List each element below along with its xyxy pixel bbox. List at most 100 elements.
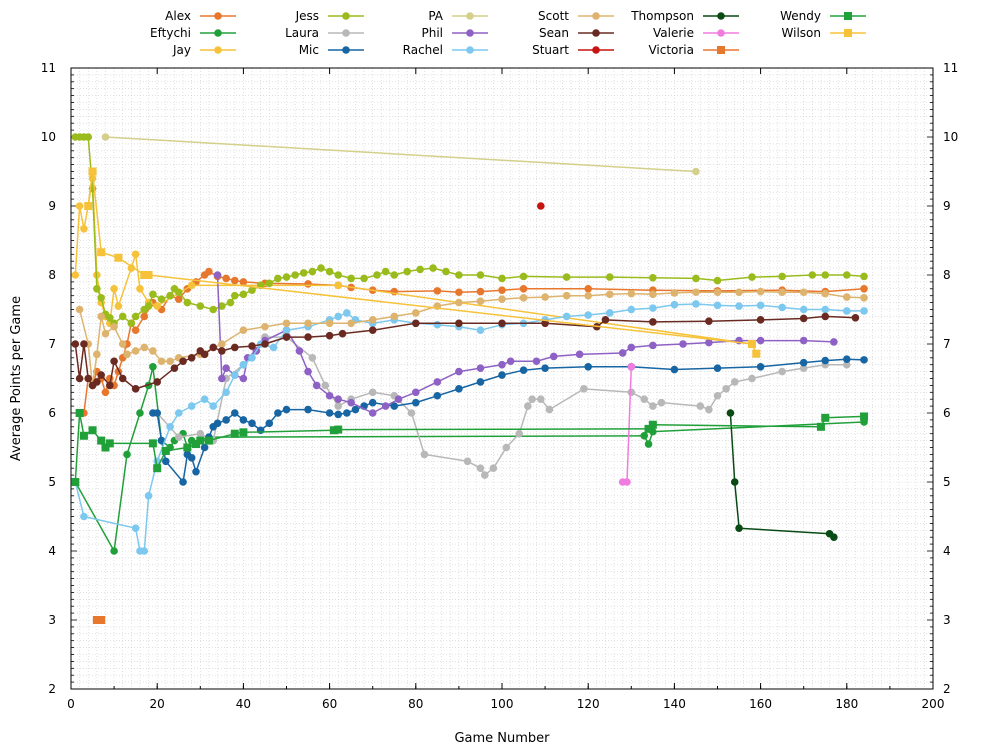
data-point-mic (390, 402, 399, 410)
legend: Alex Eftychi Jay Jess Laura Mic PA Phil Rachel Sc… (150, 9, 866, 57)
data-point-wendy (88, 426, 97, 435)
legend-swatch-marker (592, 46, 600, 54)
data-point-sean (105, 381, 114, 390)
series-line-valerie (622, 366, 633, 483)
data-point-mic (213, 419, 222, 428)
data-point-mic (200, 443, 209, 452)
data-point-laura (722, 385, 730, 393)
data-point-jay (153, 302, 161, 310)
data-point-sean (261, 340, 269, 348)
legend-item-wendy: Wendy (780, 9, 866, 23)
legend-label: PA (428, 9, 443, 23)
data-point-eftychi (640, 431, 649, 440)
data-point-laura (640, 395, 649, 404)
data-point-scott (799, 288, 808, 297)
data-point-phil (433, 378, 442, 386)
data-point-jess (239, 290, 248, 299)
data-point-wendy (105, 439, 114, 448)
data-point-phil (213, 271, 222, 279)
data-point-scott (131, 347, 140, 355)
data-point-jess (860, 272, 868, 281)
data-point-scott (627, 289, 636, 298)
data-point-mic (248, 419, 256, 428)
legend-label: Victoria (648, 43, 694, 57)
data-point-laura (174, 433, 183, 441)
data-point-laura (748, 374, 756, 383)
legend-swatch-marker (466, 12, 474, 20)
data-point-jess (498, 274, 506, 283)
series-layer (71, 133, 869, 624)
legend-label: Laura (285, 26, 319, 40)
y-tick-label: 11 (41, 61, 56, 75)
data-point-sean (110, 357, 118, 366)
data-point-laura (627, 388, 636, 397)
data-point-scott (123, 350, 131, 359)
legend-label: Sean (539, 26, 569, 40)
data-point-alex (498, 286, 506, 294)
legend-swatch-marker (342, 46, 350, 54)
legend-item-rachel: Rachel (403, 43, 488, 57)
data-point-scott (93, 350, 101, 359)
legend-swatch-marker (342, 12, 350, 20)
data-point-laura (536, 395, 545, 404)
data-point-victoria (97, 616, 106, 624)
data-point-sean (412, 319, 420, 328)
data-point-rachel (209, 402, 218, 410)
data-point-rachel (80, 512, 88, 521)
data-point-laura (321, 381, 330, 390)
data-point-phil (627, 343, 636, 352)
y-tick-label: 9 (48, 199, 56, 213)
data-point-scott (756, 287, 765, 296)
data-point-eftychi (149, 362, 157, 371)
y-tick-label: 7 (48, 337, 56, 351)
data-point-scott (519, 293, 528, 302)
legend-item-jess: Jess (295, 9, 364, 23)
data-point-scott (282, 319, 291, 328)
data-point-rachel (343, 309, 351, 317)
data-point-sean (498, 319, 506, 328)
legend-item-mic: Mic (299, 43, 364, 57)
x-tick-label: 40 (236, 697, 251, 711)
legend-item-wilson: Wilson (782, 26, 866, 40)
data-point-laura (730, 378, 739, 386)
data-point-jay (127, 264, 136, 272)
data-point-alex (584, 285, 592, 293)
series-line-mic (152, 358, 865, 483)
data-point-laura (196, 429, 205, 438)
y-tick-label: 8 (48, 268, 56, 282)
data-point-laura (843, 360, 851, 369)
data-point-alex (239, 278, 248, 286)
data-point-scott (149, 347, 157, 355)
data-point-scott (218, 340, 226, 348)
data-point-mic (157, 436, 166, 445)
data-point-scott (649, 290, 657, 299)
data-point-jess (843, 271, 851, 279)
data-point-laura (334, 402, 343, 410)
data-point-jess (442, 267, 450, 276)
data-point-wendy (334, 425, 343, 434)
data-point-rachel (131, 524, 140, 533)
legend-item-laura: Laura (285, 26, 364, 40)
legend-label: Jay (172, 43, 191, 57)
data-point-sean (649, 318, 657, 326)
legend-label: Stuart (532, 43, 569, 57)
data-point-rachel (649, 304, 657, 312)
series-thompson (726, 409, 838, 541)
data-point-jess (390, 271, 399, 279)
legend-swatch-marker (592, 29, 600, 37)
data-point-rachel (269, 343, 278, 352)
data-point-jess (429, 264, 437, 272)
data-point-jess (118, 312, 127, 321)
data-point-laura (515, 429, 524, 438)
data-point-thompson (830, 533, 838, 541)
data-point-wendy (196, 436, 205, 445)
data-point-mic (187, 454, 196, 462)
data-point-scott (455, 298, 463, 307)
data-point-jess (360, 274, 368, 283)
data-point-laura (545, 405, 554, 414)
data-point-mic (334, 410, 343, 419)
data-point-phil (394, 395, 403, 404)
series-pa (101, 133, 700, 176)
data-point-jess (713, 276, 722, 285)
data-point-laura (476, 464, 485, 473)
